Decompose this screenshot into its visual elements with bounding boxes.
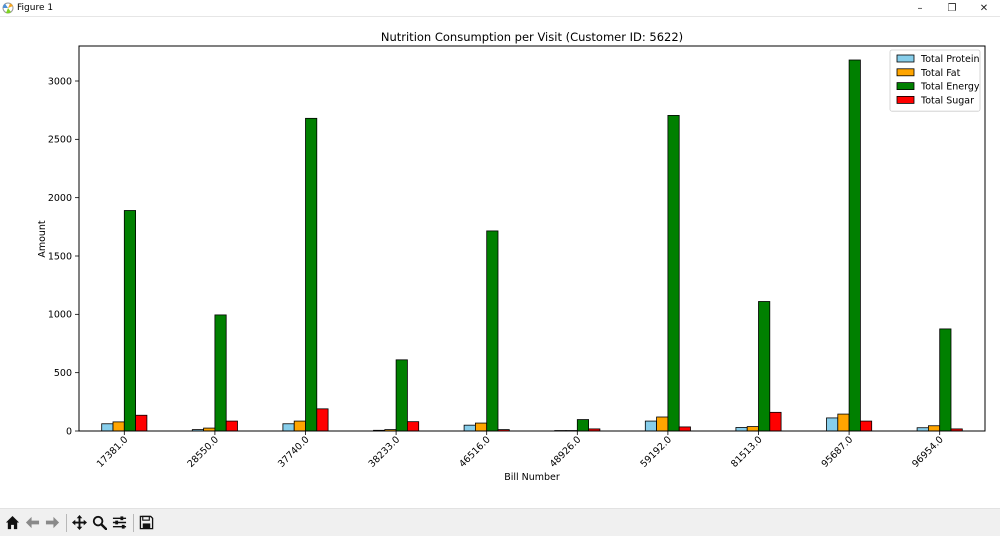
bar-total-sugar bbox=[316, 408, 329, 432]
x-tick-label: 37740.0 bbox=[276, 434, 312, 470]
x-tick-label: 48926.0 bbox=[548, 434, 584, 470]
legend-swatch bbox=[896, 68, 915, 77]
y-axis-label: Amount bbox=[37, 220, 48, 258]
legend-swatch bbox=[896, 82, 915, 90]
legend-label: Total Energy bbox=[920, 82, 980, 93]
legend-swatch bbox=[896, 96, 915, 104]
legend-label: Total Fat bbox=[920, 68, 961, 79]
save-icon[interactable] bbox=[137, 512, 156, 534]
bar-total-fat bbox=[746, 426, 759, 432]
bar-total-fat bbox=[293, 420, 306, 432]
bar-total-sugar bbox=[406, 421, 420, 432]
minimize-button[interactable]: – bbox=[917, 2, 923, 14]
x-tick-label: 96954.0 bbox=[910, 434, 946, 470]
x-tick-label: 59192.0 bbox=[638, 434, 674, 470]
bar-total-sugar bbox=[860, 420, 873, 432]
bar-total-sugar bbox=[135, 414, 148, 432]
legend: Total Protein Total Fat Total Energy Total … bbox=[889, 49, 981, 112]
bars-group bbox=[101, 59, 963, 432]
bar-total-energy bbox=[305, 117, 318, 432]
bar-total-sugar bbox=[225, 420, 238, 432]
x-tick-label: 38233.0 bbox=[367, 434, 403, 470]
figure-canvas: Nutrition Consumption per Visit (Custome… bbox=[0, 17, 1000, 508]
bar-total-energy bbox=[214, 314, 227, 432]
matplotlib-app-icon bbox=[2, 2, 14, 14]
bar-total-fat bbox=[112, 421, 125, 432]
window-titlebar: Figure 1 – ❐ ✕ bbox=[0, 0, 1000, 17]
bar-total-protein bbox=[463, 424, 476, 432]
x-tick-label: 81513.0 bbox=[729, 434, 765, 470]
window-title: Figure 1 bbox=[17, 3, 54, 13]
pan-icon[interactable] bbox=[70, 512, 89, 534]
x-tick-label: 95687.0 bbox=[820, 434, 856, 470]
bar-total-protein bbox=[826, 417, 839, 432]
y-tick-label: 2000 bbox=[48, 193, 72, 204]
restore-button[interactable]: ❐ bbox=[947, 2, 957, 14]
bar-total-fat bbox=[474, 422, 488, 432]
y-tick-label: 2500 bbox=[48, 135, 72, 146]
configure-subplots-icon[interactable] bbox=[110, 512, 129, 534]
toolbar-separator bbox=[133, 513, 134, 532]
home-icon[interactable] bbox=[3, 512, 22, 534]
bar-total-protein bbox=[101, 423, 114, 432]
y-tick-label: 1000 bbox=[48, 310, 72, 321]
bar-total-protein bbox=[644, 420, 657, 432]
bar-total-energy bbox=[758, 301, 771, 432]
y-tick-label: 0 bbox=[66, 426, 72, 437]
x-ticks-group: 17381.0 28550.0 37740.0 38233.0 46516.0 48926… bbox=[95, 431, 946, 470]
x-tick-label: 17381.0 bbox=[95, 434, 131, 470]
bar-total-energy bbox=[576, 419, 589, 432]
bar-total-protein bbox=[735, 427, 748, 432]
plot-area-frame bbox=[78, 45, 986, 432]
y-tick-label: 1500 bbox=[48, 251, 72, 262]
bar-chart: Nutrition Consumption per Visit (Custome… bbox=[37, 30, 986, 483]
bar-total-energy bbox=[486, 230, 499, 432]
close-button[interactable]: ✕ bbox=[979, 2, 989, 14]
bar-total-fat bbox=[837, 413, 850, 432]
navigation-toolbar bbox=[0, 508, 1000, 536]
bar-total-sugar bbox=[678, 426, 691, 432]
legend-swatch bbox=[896, 54, 915, 63]
bar-total-fat bbox=[656, 416, 669, 432]
toolbar-separator bbox=[66, 513, 67, 532]
bar-total-energy bbox=[939, 328, 952, 432]
zoom-icon[interactable] bbox=[90, 512, 109, 534]
bar-total-sugar bbox=[769, 411, 782, 432]
y-ticks-group: 0 500 1000 1500 2000 2500 3000 bbox=[48, 76, 79, 437]
legend-box bbox=[889, 49, 981, 112]
x-tick-label: 46516.0 bbox=[457, 434, 493, 470]
bar-total-energy bbox=[395, 359, 408, 432]
x-tick-label: 28550.0 bbox=[185, 434, 221, 470]
chart-title: Nutrition Consumption per Visit (Custome… bbox=[381, 30, 683, 44]
bar-total-energy bbox=[667, 115, 680, 432]
back-arrow-icon[interactable] bbox=[23, 512, 42, 534]
legend-label: Total Protein bbox=[920, 54, 980, 65]
bar-total-fat bbox=[928, 425, 941, 432]
bar-total-energy bbox=[848, 59, 861, 432]
x-axis-label: Bill Number bbox=[504, 472, 560, 483]
y-tick-label: 500 bbox=[54, 368, 72, 379]
bar-total-protein bbox=[282, 423, 295, 432]
y-tick-label: 3000 bbox=[48, 76, 72, 87]
forward-arrow-icon[interactable] bbox=[43, 512, 62, 534]
bar-total-energy bbox=[123, 210, 137, 432]
legend-label: Total Sugar bbox=[920, 95, 974, 106]
